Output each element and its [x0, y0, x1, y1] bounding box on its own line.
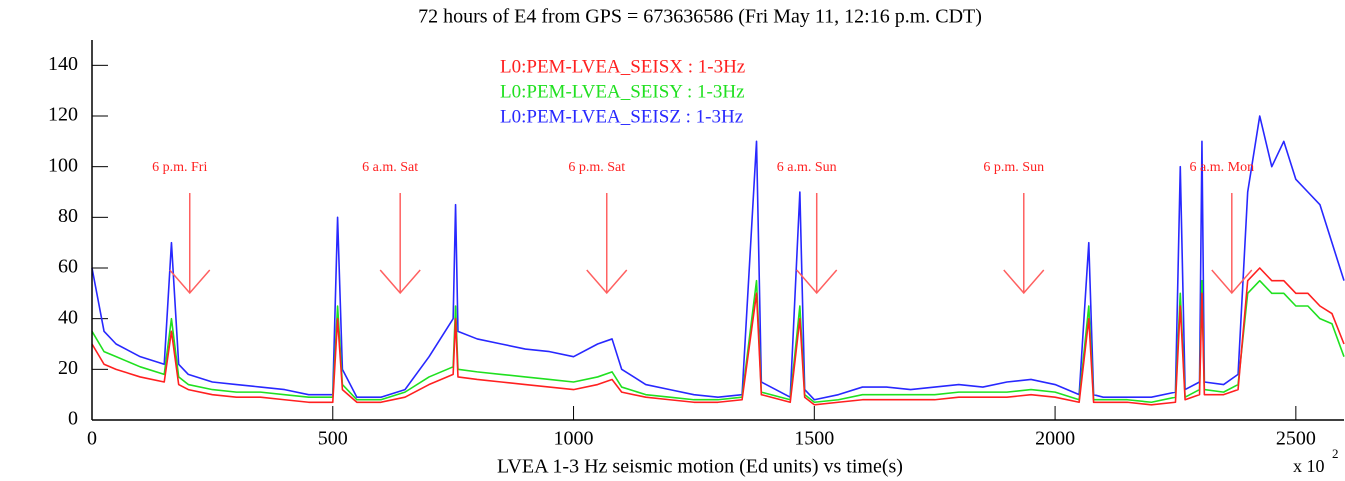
x-tick-label: 500 [318, 428, 348, 450]
legend-entry: L0:PEM-LVEA_SEISY : 1-3Hz [500, 81, 745, 102]
series-line [91, 279, 1345, 404]
x-tick-label: 2000 [1035, 428, 1075, 450]
x-tick-label: 1500 [794, 428, 834, 450]
x-multiplier: x 10 [1293, 456, 1325, 476]
annotation-label: 6 p.m. Fri [152, 160, 207, 175]
x-tick-label: 2500 [1276, 428, 1316, 450]
annotation-arrowhead [586, 269, 628, 295]
x-multiplier-exponent: 2 [1332, 446, 1339, 461]
x-tick-label: 0 [87, 428, 97, 450]
y-tick-label: 80 [58, 205, 78, 227]
annotation-arrowhead [1211, 269, 1253, 295]
annotation-label: 6 a.m. Sat [362, 160, 418, 175]
y-tick-label: 140 [48, 53, 78, 75]
annotation-label: 6 a.m. Sun [777, 160, 837, 175]
legend-entry: L0:PEM-LVEA_SEISZ : 1-3Hz [500, 106, 743, 127]
series-line [91, 267, 1345, 406]
y-tick-label: 40 [58, 306, 78, 328]
legend-entry: L0:PEM-LVEA_SEISX : 1-3Hz [500, 56, 745, 77]
annotation-label: 6 a.m. Mon [1190, 160, 1255, 175]
y-tick-label: 100 [48, 154, 78, 176]
y-tick-label: 20 [58, 357, 78, 379]
x-tick-label: 1000 [554, 428, 594, 450]
x-axis-label: LVEA 1-3 Hz seismic motion (Ed units) vs… [497, 456, 903, 478]
annotation-arrowhead [379, 269, 421, 295]
annotation-arrowhead [169, 269, 211, 295]
annotation-arrowhead [796, 269, 838, 295]
chart-title: 72 hours of E4 from GPS = 673636586 (Fri… [418, 6, 982, 28]
series-line [91, 115, 1345, 401]
y-tick-label: 60 [58, 256, 78, 278]
annotation-label: 6 p.m. Sat [568, 160, 625, 175]
annotation-label: 6 p.m. Sun [983, 160, 1044, 175]
annotation-arrowhead [1003, 269, 1045, 295]
y-tick-label: 120 [48, 104, 78, 126]
y-tick-label: 0 [68, 408, 78, 430]
